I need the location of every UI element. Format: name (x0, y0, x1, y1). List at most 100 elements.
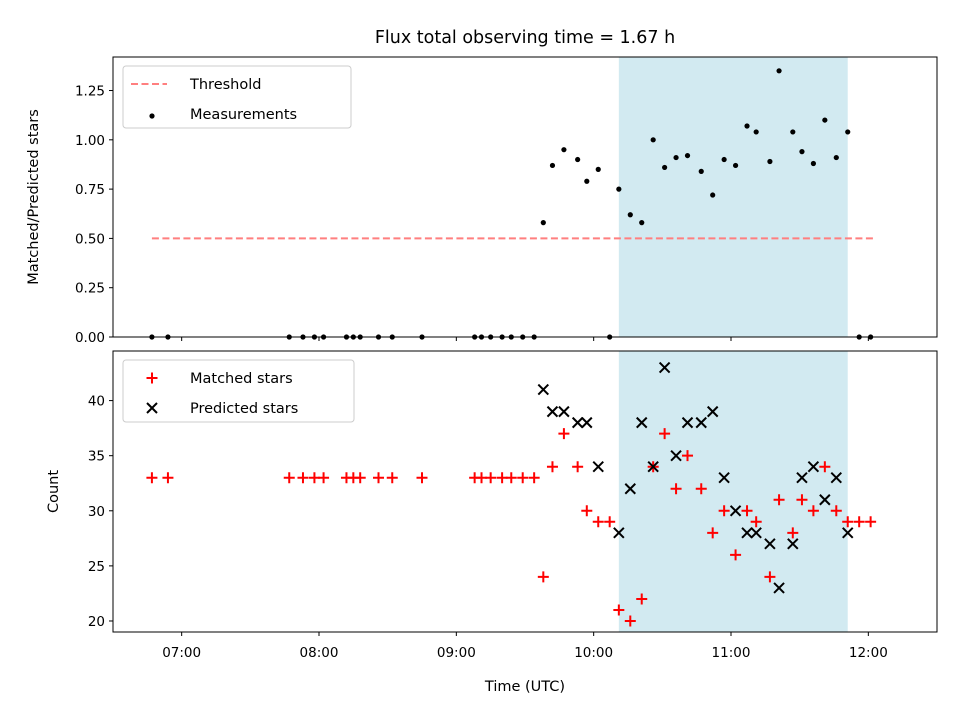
predicted-star-point (624, 483, 636, 495)
measurement-point (616, 186, 622, 192)
predicted-star-point (819, 494, 831, 506)
x-tick-label: 12:00 (849, 645, 888, 661)
matched-star-point (283, 472, 295, 484)
matched-star-point (146, 472, 158, 484)
matched-star-point (416, 472, 428, 484)
matched-star-point (546, 461, 558, 473)
legend-entry-label: Matched stars (190, 371, 293, 387)
series-matched-stars (146, 428, 877, 627)
matched-star-point (695, 483, 707, 495)
highlight-window (618, 351, 848, 632)
y-tick-label: 1.25 (75, 84, 105, 100)
y-tick-label: 35 (88, 449, 105, 465)
matched-star-point (636, 593, 648, 605)
predicted-star-point (750, 527, 762, 539)
y-tick-label: 0.50 (75, 231, 105, 247)
measurement-point (595, 166, 601, 172)
legend-entry-label: Threshold (189, 77, 261, 93)
measurement-point (790, 129, 796, 135)
measurement-point (662, 164, 668, 171)
measurement-point (540, 220, 546, 226)
legend: Threshold Measurements (122, 65, 352, 129)
measurement-point (627, 212, 633, 218)
matched-star-point (318, 472, 330, 484)
measurement-point (767, 158, 773, 165)
matched-star-point (558, 428, 570, 440)
predicted-star-point (787, 538, 799, 550)
highlight-window (618, 57, 848, 337)
predicted-star-point (537, 383, 550, 396)
matched-star-point (297, 472, 309, 484)
legend-entry-label: Predicted stars (190, 401, 298, 417)
measurement-point (710, 192, 716, 198)
matched-star-point (485, 472, 497, 484)
bottom-panel: 20 25 30 35 40 07:00 08:00 09:00 10:00 11:00 12:00… (46, 350, 938, 661)
matched-star-point (707, 527, 719, 539)
matched-star-point (741, 505, 753, 517)
measurement-point (810, 160, 817, 167)
axes-frame (112, 350, 938, 633)
measurement-point (721, 156, 727, 163)
y-tick-label: 20 (88, 614, 105, 630)
matched-star-point (386, 472, 398, 484)
series-predicted-stars (537, 361, 854, 594)
measurement-point (833, 154, 839, 161)
matched-star-point (528, 472, 540, 484)
legend-predicted-swatch (146, 402, 158, 414)
measurement-point (584, 178, 590, 184)
matched-star-point (730, 549, 742, 561)
predicted-star-point (764, 538, 776, 550)
predicted-star-point (842, 527, 854, 539)
predicted-star-point (706, 405, 719, 418)
measurement-point (549, 162, 556, 169)
matched-star-point (659, 428, 671, 440)
y-tick-label: 40 (88, 394, 105, 410)
matched-star-point (787, 527, 799, 539)
measurement-point (575, 156, 581, 163)
predicted-star-point (718, 472, 730, 484)
y-tick-label: 25 (88, 559, 105, 575)
matched-star-point (750, 516, 762, 528)
matched-star-point (796, 494, 808, 506)
predicted-star-point (807, 460, 820, 473)
y-axis-label: Matched/Predicted stars (26, 109, 42, 285)
legend-measurement-swatch (149, 113, 155, 119)
predicted-star-point (670, 449, 682, 462)
x-axis-label: Time (UTC) (484, 679, 565, 695)
measurement-point (753, 129, 759, 135)
y-tick-label: 0.00 (75, 330, 105, 346)
legend-matched-swatch (146, 372, 158, 384)
measurement-point (684, 152, 691, 159)
predicted-star-point (636, 416, 648, 429)
matched-star-point (773, 494, 785, 506)
matched-star-point (572, 461, 584, 473)
y-tick-label: 30 (88, 504, 105, 520)
chart-title: Flux total observing time = 1.67 h (375, 28, 675, 48)
y-tick-label: 0.75 (75, 182, 105, 198)
matched-star-point (624, 615, 636, 627)
predicted-star-point (571, 416, 584, 429)
matched-star-point (162, 472, 174, 484)
predicted-star-point (695, 416, 707, 429)
measurement-point (639, 220, 645, 226)
measurement-point (650, 137, 656, 143)
x-tick-label: 07:00 (162, 645, 201, 661)
predicted-star-point (830, 472, 842, 484)
matched-star-point (517, 472, 529, 484)
measurement-point (732, 162, 739, 169)
matched-star-point (373, 472, 385, 484)
predicted-star-point (741, 527, 753, 539)
axes-frame (112, 56, 938, 338)
legend-box (122, 359, 355, 423)
matched-star-point (592, 516, 604, 528)
predicted-star-point (796, 472, 808, 484)
predicted-star-point (729, 505, 742, 517)
predicted-star-point (592, 460, 604, 473)
top-panel: 0.00 0.25 0.50 0.75 1.00 1.25 Matched/Predicte… (26, 56, 938, 346)
predicted-star-point (546, 405, 559, 418)
predicted-star-point (581, 416, 593, 429)
matched-star-point (865, 516, 877, 528)
measurement-point (822, 117, 828, 123)
y-tick-label: 0.25 (75, 281, 105, 297)
matched-star-point (807, 505, 819, 517)
